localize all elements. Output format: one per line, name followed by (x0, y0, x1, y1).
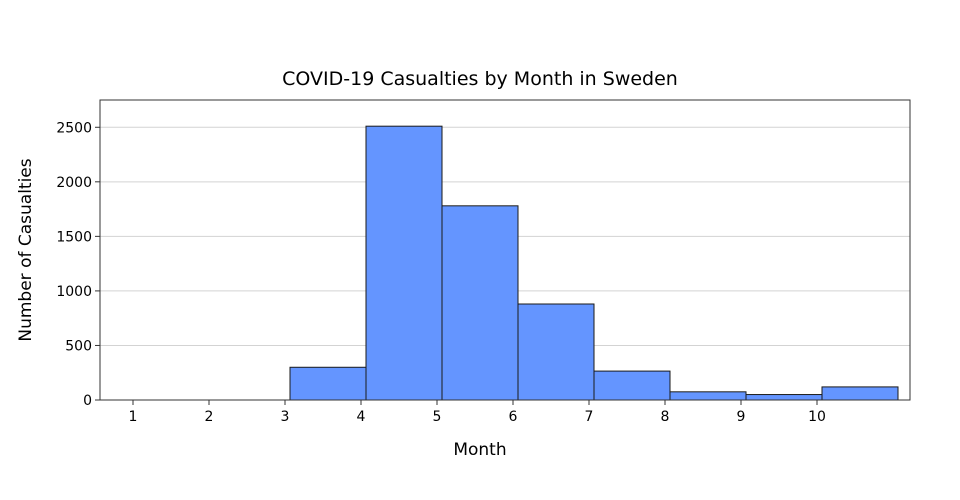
x-tick-label: 5 (433, 409, 442, 425)
y-tick-label: 2000 (56, 175, 92, 191)
chart-title: COVID-19 Casualties by Month in Sweden (282, 68, 678, 90)
y-tick-label: 0 (83, 393, 92, 409)
y-tick-label: 500 (65, 338, 92, 354)
x-tick-label: 7 (585, 409, 594, 425)
bars (289, 125, 899, 401)
y-axis: 0 500 1000 1500 2000 2500 (56, 120, 100, 409)
x-tick-label: 6 (509, 409, 518, 425)
bar-month-6 (517, 303, 595, 401)
x-tick-label: 8 (661, 409, 670, 425)
x-axis-label: Month (453, 440, 506, 460)
x-tick-label: 10 (808, 409, 826, 425)
bar-month-4 (365, 125, 443, 401)
x-tick-label: 2 (205, 409, 214, 425)
bar-month-5 (441, 205, 519, 401)
x-axis: 1 2 3 4 5 6 7 8 9 10 (129, 400, 826, 425)
plot-frame (99, 99, 911, 401)
bar-month-7 (593, 370, 671, 401)
x-tick-label: 1 (129, 409, 138, 425)
x-tick-label: 4 (357, 409, 366, 425)
y-tick-label: 1500 (56, 229, 92, 245)
x-tick-label: 9 (737, 409, 746, 425)
x-tick-label: 3 (281, 409, 290, 425)
y-tick-label: 2500 (56, 120, 92, 136)
bar-month-9 (745, 394, 823, 401)
bar-month-3 (289, 366, 367, 401)
y-axis-label: Number of Casualties (16, 158, 36, 341)
bar-month-8 (669, 391, 747, 401)
bar-month-10 (821, 386, 899, 401)
y-tick-label: 1000 (56, 284, 92, 300)
